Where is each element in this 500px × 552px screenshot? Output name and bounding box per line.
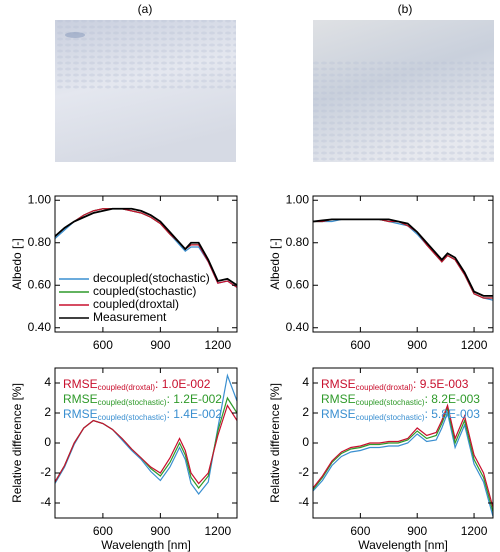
- series-line: [55, 207, 237, 286]
- annotation-value: : 8.2E-003: [425, 392, 481, 406]
- annotation-text: RMSE: [321, 392, 356, 406]
- annotation-text: RMSE: [321, 407, 356, 421]
- annotation: RMSEcoupled(droxtal): 9.5E-003: [321, 377, 469, 392]
- y-axis-title: Albedo [-]: [10, 238, 24, 289]
- annotation-value: : 9.5E-003: [413, 377, 469, 391]
- annotation-subscript: coupled(stochastic): [98, 398, 167, 407]
- y-tick-label: 0: [44, 435, 51, 449]
- y-tick-label: 0.40: [28, 320, 52, 334]
- panel-label: (a): [138, 2, 153, 16]
- y-tick-label: 0.60: [286, 277, 310, 291]
- annotation-subscript: coupled(stochastic): [98, 413, 167, 422]
- y-tick-label: -4: [40, 495, 51, 509]
- panel-label: (b): [398, 2, 413, 16]
- y-tick-label: -2: [40, 465, 51, 479]
- x-tick-label: 600: [350, 338, 370, 352]
- y-tick-label: 0: [302, 435, 309, 449]
- annotation-value: : 1.4E-002: [167, 407, 223, 421]
- x-tick-label: 1200: [461, 524, 488, 538]
- annotation-value: : 1.2E-002: [167, 392, 223, 406]
- y-tick-label: 1.00: [286, 192, 310, 206]
- y-axis-title: Relative difference [%]: [268, 383, 282, 503]
- y-tick-label: 0.40: [286, 320, 310, 334]
- x-axis-title: Wavelength [nm]: [101, 538, 191, 552]
- y-tick-label: 0.60: [28, 277, 52, 291]
- series-line: [55, 208, 237, 288]
- series-line: [313, 218, 493, 299]
- x-tick-label: 600: [93, 524, 113, 538]
- plot-frame: [312, 195, 494, 333]
- annotation: RMSEcoupled(stochastic): 1.4E-002: [63, 407, 222, 422]
- x-tick-label: 900: [150, 338, 170, 352]
- series-line: [313, 403, 493, 508]
- y-axis-title: Albedo [-]: [268, 238, 282, 289]
- x-tick-label: 900: [407, 524, 427, 538]
- annotation-subscript: coupled(stochastic): [356, 413, 425, 422]
- series-line: [313, 218, 493, 301]
- legend-label: decoupled(stochastic): [93, 271, 210, 285]
- annotation: RMSEcoupled(stochastic): 8.2E-003: [321, 392, 480, 407]
- series-line: [313, 410, 493, 517]
- x-tick-label: 900: [150, 524, 170, 538]
- annotation: RMSEcoupled(stochastic): 5.8E-003: [321, 407, 480, 422]
- y-tick-label: -2: [298, 465, 309, 479]
- annotation-subscript: coupled(stochastic): [356, 398, 425, 407]
- x-axis-title: Wavelength [nm]: [358, 538, 448, 552]
- legend-label: Measurement: [93, 310, 167, 324]
- annotation-value: : 5.8E-003: [425, 407, 481, 421]
- photo: [313, 20, 494, 162]
- annotation-text: RMSE: [63, 377, 98, 391]
- series-line: [313, 218, 493, 297]
- y-tick-label: 0.80: [28, 235, 52, 249]
- y-tick-label: 4: [44, 375, 51, 389]
- photo: [55, 20, 236, 162]
- annotation-value: : 1.0E-002: [155, 377, 211, 391]
- series-line: [313, 406, 493, 513]
- annotation-text: RMSE: [321, 377, 356, 391]
- y-tick-label: 1.00: [28, 192, 52, 206]
- x-tick-label: 1200: [204, 338, 231, 352]
- y-axis-title: Relative difference [%]: [10, 383, 24, 503]
- annotation: RMSEcoupled(stochastic): 1.2E-002: [63, 392, 222, 407]
- legend-label: coupled(stochastic): [93, 284, 196, 298]
- x-tick-label: 1200: [461, 338, 488, 352]
- y-tick-label: 4: [302, 375, 309, 389]
- series-line: [313, 218, 493, 299]
- plot-frame: [54, 195, 238, 333]
- series-line: [55, 404, 237, 485]
- x-tick-label: 600: [350, 524, 370, 538]
- y-tick-label: 2: [44, 405, 51, 419]
- y-tick-label: 0.80: [286, 235, 310, 249]
- annotation: RMSEcoupled(droxtal): 1.0E-002: [63, 377, 211, 392]
- annotation-subscript: coupled(droxtal): [98, 383, 156, 392]
- annotation-subscript: coupled(droxtal): [356, 383, 414, 392]
- x-tick-label: 1200: [204, 524, 231, 538]
- legend-label: coupled(droxtal): [93, 297, 179, 311]
- annotation-text: RMSE: [63, 392, 98, 406]
- y-tick-label: -4: [298, 495, 309, 509]
- x-tick-label: 600: [93, 338, 113, 352]
- x-tick-label: 900: [407, 338, 427, 352]
- annotation-text: RMSE: [63, 407, 98, 421]
- y-tick-label: 2: [302, 405, 309, 419]
